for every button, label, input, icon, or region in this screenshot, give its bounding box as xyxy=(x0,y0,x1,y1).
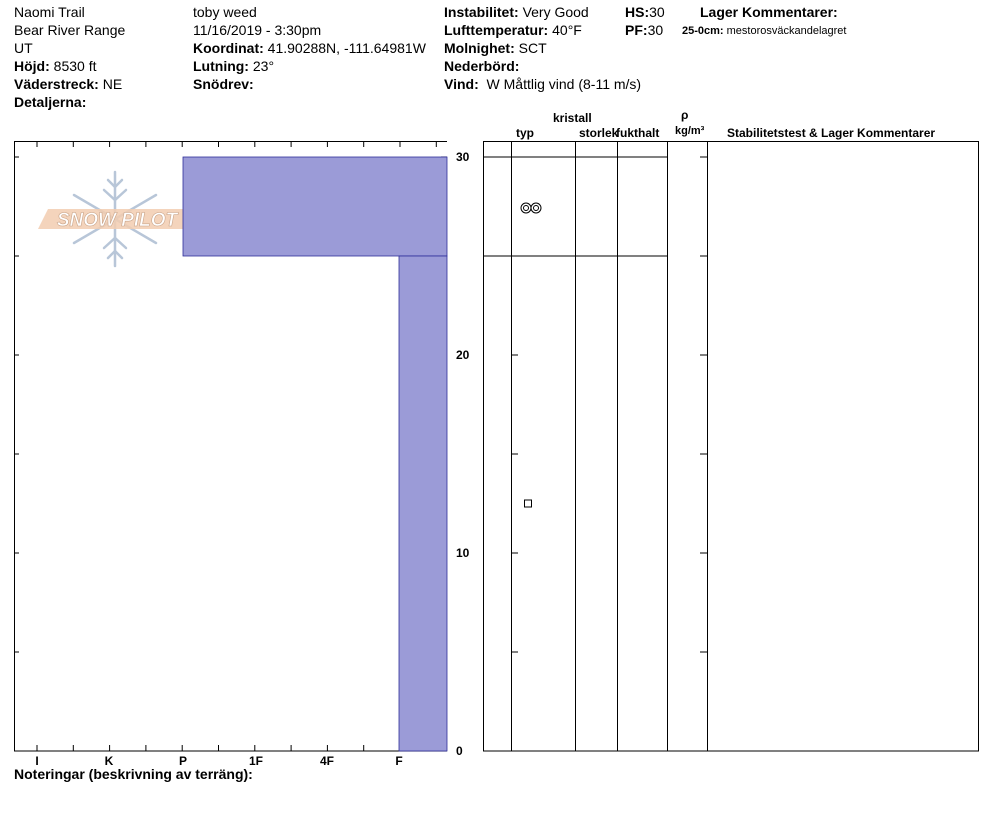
hs-label: HS: xyxy=(625,4,650,20)
details-label: Detaljerna: xyxy=(14,94,87,110)
rho-header: ρ xyxy=(681,108,689,122)
type-header: typ xyxy=(516,126,534,140)
observer: toby weed xyxy=(193,4,257,20)
stability-value: Very Good xyxy=(522,4,589,20)
depth-tick-label: 0 xyxy=(456,744,463,758)
moisture-header: fukthalt xyxy=(616,126,660,140)
layer-table-frame xyxy=(483,141,979,752)
depth-tick-label: 20 xyxy=(456,348,470,362)
hardness-tick-label: K xyxy=(105,754,114,768)
hardness-tick-label: 1F xyxy=(249,754,263,768)
elevation-value: 8530 ft xyxy=(53,58,97,74)
pf-value: 30 xyxy=(647,22,664,38)
size-header: storlek xyxy=(579,126,619,140)
penetration-foot: PF:30 xyxy=(625,22,663,39)
density-unit-header: kg/m³ xyxy=(675,125,705,137)
airtemp-value: 40°F xyxy=(552,22,582,38)
depth-tick-label: 30 xyxy=(456,150,470,164)
hs-value: 30 xyxy=(649,4,665,20)
layer-comment-depth: 25-0cm: xyxy=(682,25,724,37)
aspect-value: NE xyxy=(102,76,123,92)
grain-symbol-inner-circle xyxy=(523,205,529,211)
notes-label: Noteringar (beskrivning av terräng): xyxy=(14,766,253,782)
hardness-tick-label: F xyxy=(395,754,402,768)
location-name: Naomi Trail xyxy=(14,4,85,20)
observation-datetime: 11/16/2019 - 3:30pm xyxy=(193,22,322,38)
depth-tick-label: 10 xyxy=(456,546,470,560)
pf-label: PF: xyxy=(625,22,648,38)
wind-label: Vind: xyxy=(444,76,479,92)
coordinates: Koordinat: 41.90288N, -111.64981W xyxy=(193,40,426,57)
logo-text: SNOW PILOT xyxy=(57,210,179,231)
grain-symbol-square xyxy=(524,499,532,508)
grain-symbol-circle xyxy=(520,202,532,214)
coord-label: Koordinat: xyxy=(193,40,264,56)
crystal-header: kristall xyxy=(553,111,592,125)
sky-value: SCT xyxy=(518,40,547,56)
hardness-layer-bar xyxy=(398,255,448,752)
slope: Lutning: 23° xyxy=(193,58,274,75)
stability-label: Instabilitet: xyxy=(444,4,519,20)
grain-symbol-inner-circle xyxy=(533,205,539,211)
wind: Vind: W Måttlig vind (8-11 m/s) xyxy=(444,76,641,93)
mountain-range: Bear River Range xyxy=(14,22,126,38)
sky-label: Molnighet: xyxy=(444,40,515,56)
state: UT xyxy=(14,40,33,56)
snow-height: HS:30 xyxy=(625,4,665,21)
wind-value: W Måttlig vind (8-11 m/s) xyxy=(486,76,642,92)
airtemp-label: Lufttemperatur: xyxy=(444,22,549,38)
sky-cover: Molnighet: SCT xyxy=(444,40,547,57)
layer-comments-label: Lager Kommentarer: xyxy=(700,4,838,20)
hardness-tick-label: 4F xyxy=(320,754,334,768)
drift-label: Snödrev: xyxy=(193,76,254,92)
layer-comment-text: mestorosväckandelagret xyxy=(726,25,847,37)
snowpilot-logo: SNOW PILOT xyxy=(38,170,196,268)
aspect: Väderstreck: NE xyxy=(14,76,122,93)
slope-label: Lutning: xyxy=(193,58,249,74)
comments-header: Stabilitetstest & Lager Kommentarer xyxy=(727,126,936,140)
hardness-tick-label: I xyxy=(35,754,38,768)
precip-label: Nederbörd: xyxy=(444,58,520,74)
elevation: Höjd: 8530 ft xyxy=(14,58,96,75)
aspect-label: Väderstreck: xyxy=(14,76,99,92)
stability: Instabilitet: Very Good xyxy=(444,4,589,21)
hardness-layer-bar xyxy=(182,156,448,257)
slope-value: 23° xyxy=(252,58,275,74)
hardness-tick-label: P xyxy=(179,754,187,768)
coord-value: 41.90288N, -111.64981W xyxy=(267,40,426,56)
elevation-label: Höjd: xyxy=(14,58,50,74)
layer-comment: 25-0cm: mestorosväckandelagret xyxy=(682,23,846,40)
grain-symbol-circle xyxy=(530,202,542,214)
air-temperature: Lufttemperatur: 40°F xyxy=(444,22,582,39)
